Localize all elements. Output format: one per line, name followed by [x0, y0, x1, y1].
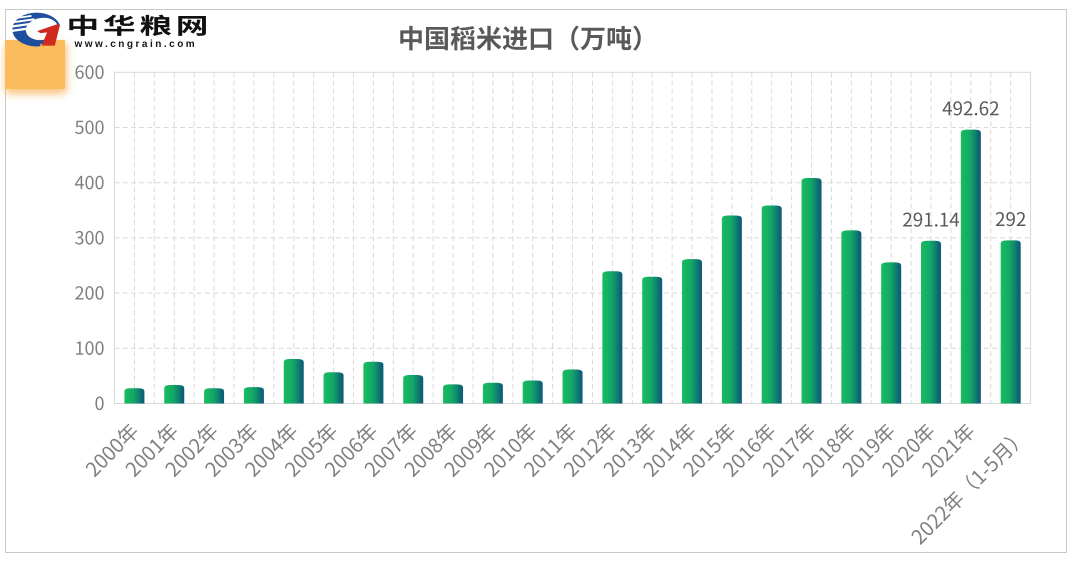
bar	[403, 375, 424, 404]
x-tick-label	[324, 423, 377, 478]
bar	[443, 384, 464, 404]
y-tick-label	[76, 341, 104, 355]
chart-text	[74, 25, 1026, 545]
y-tick-label	[75, 65, 104, 79]
cngrain-logo-icon	[11, 12, 61, 46]
data-label	[942, 101, 999, 116]
bar	[841, 230, 862, 404]
x-tick-label	[165, 423, 217, 478]
data-label	[903, 212, 960, 227]
bar	[1000, 240, 1021, 404]
y-tick-label	[75, 120, 104, 135]
x-tick-label	[842, 423, 894, 478]
bar-series	[124, 129, 1021, 404]
x-tick-label	[922, 423, 974, 478]
chart-title	[400, 25, 641, 51]
bar	[283, 359, 304, 404]
x-tick-label	[404, 423, 456, 478]
x-tick-label	[643, 423, 695, 478]
bar	[124, 388, 145, 404]
x-tick-label	[683, 423, 735, 478]
bar	[881, 262, 902, 404]
y-tick-label	[75, 230, 104, 245]
logo-name-glyphs	[69, 14, 206, 36]
x-tick-label	[802, 423, 855, 478]
x-tick-label	[524, 423, 576, 478]
bar	[602, 271, 623, 404]
x-tick-label	[444, 423, 496, 478]
bar	[522, 380, 543, 404]
bar	[323, 372, 344, 404]
bar	[204, 388, 225, 404]
x-tick-label	[882, 423, 934, 478]
x-tick-label	[245, 423, 297, 478]
logo-url-text: www.cngrain.com	[74, 38, 198, 50]
x-tick-label	[603, 423, 655, 478]
bar	[721, 215, 742, 404]
x-tick-label	[763, 423, 815, 478]
x-tick-label	[723, 423, 775, 478]
y-tick-label	[75, 286, 104, 300]
y-tick-label	[74, 175, 104, 190]
bar	[960, 129, 981, 404]
x-tick-label	[484, 423, 536, 478]
bar	[243, 387, 264, 404]
data-label	[995, 212, 1026, 227]
bar	[562, 369, 583, 404]
bar	[363, 361, 384, 404]
x-tick-label	[125, 423, 177, 478]
bar	[642, 276, 663, 404]
x-tick-label	[205, 423, 257, 478]
bar	[482, 382, 503, 404]
logo-name-text	[69, 14, 206, 36]
logo-accent-square	[5, 40, 65, 89]
bar	[682, 259, 703, 404]
x-tick-label	[911, 437, 1018, 545]
x-tick-label	[85, 423, 138, 478]
y-tick-label	[95, 396, 104, 411]
bar	[801, 177, 822, 404]
x-tick-label	[563, 423, 616, 478]
bar	[761, 205, 782, 404]
x-tick-label	[364, 423, 416, 478]
bar	[921, 240, 942, 404]
bar	[164, 384, 185, 404]
x-tick-label	[285, 423, 337, 478]
